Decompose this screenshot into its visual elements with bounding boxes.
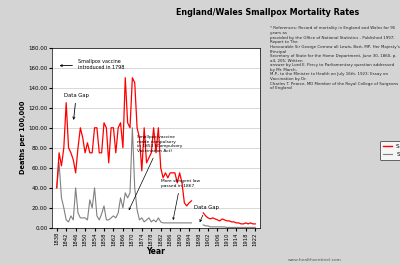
- Text: Smallpox vaccine
introduced in 1798: Smallpox vaccine introduced in 1798: [60, 59, 124, 70]
- Y-axis label: Deaths per 100,000: Deaths per 100,000: [20, 101, 26, 174]
- Text: More stingent law
passed in 1867: More stingent law passed in 1867: [161, 179, 200, 219]
- Text: Smallpox vaccine
made compulsory
in 1853 (Compulsory
Vaccination Act): Smallpox vaccine made compulsory in 1853…: [129, 135, 182, 210]
- Text: England/Wales Smallpox Mortality Rates: England/Wales Smallpox Mortality Rates: [176, 8, 360, 17]
- Text: * References: Record of mortality in England and Wales for 95 years as
provided : * References: Record of mortality in Eng…: [270, 26, 400, 90]
- X-axis label: Year: Year: [146, 247, 166, 256]
- Legend: Scarlet Fever, Smallpox: Scarlet Fever, Smallpox: [380, 141, 400, 160]
- Text: www.healthsentinel.com: www.healthsentinel.com: [288, 258, 342, 262]
- Text: Data Gap: Data Gap: [194, 205, 219, 222]
- Text: Data Gap: Data Gap: [64, 93, 89, 119]
